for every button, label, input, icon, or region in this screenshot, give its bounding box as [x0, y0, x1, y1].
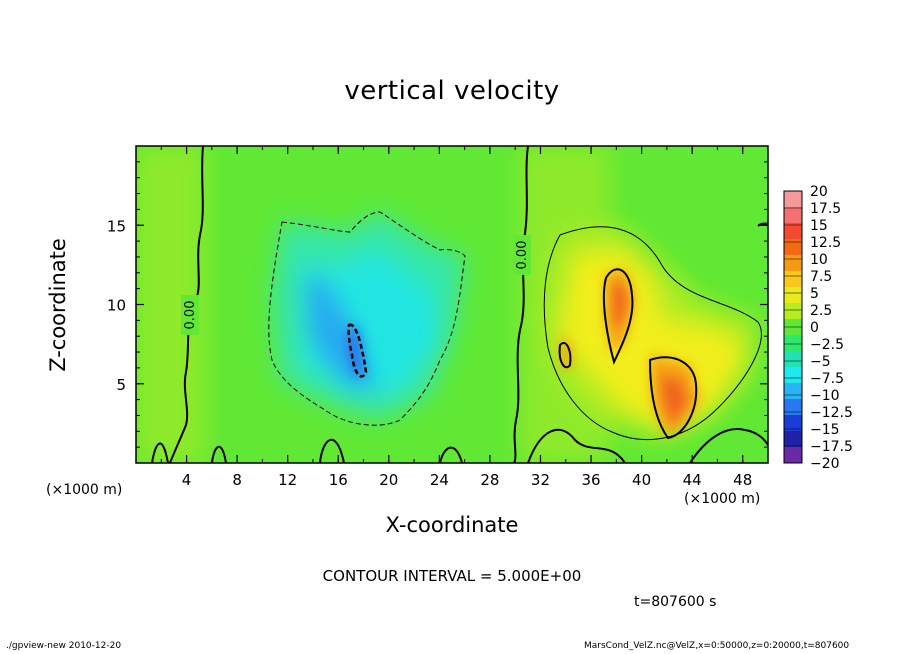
- zero-contour-small: [151, 442, 169, 463]
- contour-10-left: [558, 342, 572, 369]
- colorbar-cell: [784, 351, 802, 368]
- contour-label-bg: [181, 295, 199, 335]
- time-label: t=807600 s: [634, 594, 717, 610]
- y-tick-label: 15: [107, 217, 126, 235]
- zero-contour-small: [211, 445, 227, 463]
- x-tick-label: 28: [480, 471, 499, 489]
- colorbar-cell: [784, 335, 802, 352]
- x-tick-label: 16: [329, 471, 348, 489]
- x-tick-label: 36: [581, 471, 600, 489]
- colorbar-label: 5: [810, 286, 819, 302]
- x-tick-label: 8: [232, 471, 242, 489]
- colorbar-cell: [784, 431, 802, 448]
- footer-left: ./gpview-new 2010-12-20: [6, 641, 122, 651]
- colorbar: 2017.51512.5107.552.50−2.5−5−7.5−10−12.5…: [783, 184, 853, 472]
- zero-contour-small: [319, 438, 345, 463]
- x-tick-label: 40: [632, 471, 651, 489]
- x-axis-label: X-coordinate: [385, 513, 519, 537]
- contour-label-bg: [513, 235, 531, 275]
- contour-10-upper: [602, 268, 634, 365]
- colorbar-label: −20: [810, 456, 840, 472]
- x-tick-label: 44: [683, 471, 702, 489]
- y-axis: 5 10 15: [107, 161, 768, 448]
- y-axis-label: Z-coordinate: [46, 238, 70, 372]
- contour-layer: [151, 146, 768, 463]
- colorbar-label: −10: [810, 388, 840, 404]
- colorbar-cell: [784, 191, 802, 208]
- colorbar-cell: [784, 383, 802, 400]
- contour-label: 0.00: [183, 301, 198, 330]
- x-tick-label: 12: [278, 471, 297, 489]
- zero-contour-lower: [527, 428, 626, 463]
- colorbar-label: 20: [810, 184, 828, 200]
- y-tick-label: 10: [107, 297, 126, 315]
- contour-10-lower: [648, 356, 698, 440]
- field-region: [660, 375, 688, 425]
- colorbar-cell: [784, 303, 802, 320]
- zero-contour-middle: [513, 146, 529, 463]
- colorbar-label: −5: [810, 354, 831, 370]
- footer-right: MarsCond_VelZ.nc@VelZ,x=0:50000,z=0:2000…: [584, 641, 850, 651]
- colorbar-label: 17.5: [810, 201, 841, 217]
- z-unit-label: (×1000 m): [46, 482, 123, 498]
- x-tick-label: 32: [531, 471, 550, 489]
- field-region: [612, 282, 628, 330]
- chart-title: vertical velocity: [344, 76, 560, 106]
- colorbar-cell: [784, 367, 802, 384]
- colorbar-label: −17.5: [810, 439, 853, 455]
- x-unit-label: (×1000 m): [684, 491, 761, 507]
- colorbar-label: −7.5: [810, 371, 844, 387]
- colorbar-cell: [784, 447, 802, 464]
- colorbar-label: 0: [810, 320, 819, 336]
- colorbar-cell: [784, 223, 802, 240]
- colorbar-label: 7.5: [810, 269, 832, 285]
- colorbar-cell: [784, 287, 802, 304]
- field-region: [348, 325, 364, 378]
- zero-contour-lower: [689, 428, 768, 463]
- y-tick-label: 5: [116, 376, 126, 394]
- contour-5: [543, 226, 762, 441]
- contour-label: 0.00: [515, 241, 530, 270]
- contour-neg5: [268, 211, 466, 426]
- colorbar-cell: [784, 239, 802, 256]
- x-tick-label: 48: [733, 471, 752, 489]
- contour-neg10: [347, 323, 368, 378]
- colorbar-label: −12.5: [810, 405, 853, 421]
- x-tick-label: 4: [182, 471, 192, 489]
- contour-labels: 0.00 0.00: [181, 235, 531, 335]
- field-layer: [136, 146, 768, 463]
- contour-interval-label: CONTOUR INTERVAL = 5.000E+00: [322, 567, 582, 585]
- colorbar-cell: [784, 399, 802, 416]
- colorbar-label: −2.5: [810, 337, 844, 353]
- colorbar-label: 12.5: [810, 235, 841, 251]
- colorbar-label: 2.5: [810, 303, 832, 319]
- colorbar-cell: [784, 207, 802, 224]
- colorbar-cell: [784, 415, 802, 432]
- x-tick-label: 24: [430, 471, 449, 489]
- colorbar-label: 10: [810, 252, 828, 268]
- colorbar-label: 15: [810, 218, 828, 234]
- x-axis: 4 8 12 16 20 24 28 32 36 40 44 48: [160, 146, 752, 489]
- zero-contour-small: [439, 446, 463, 463]
- colorbar-cell: [784, 271, 802, 288]
- colorbar-cell: [784, 255, 802, 272]
- colorbar-label: −15: [810, 422, 840, 438]
- x-tick-label: 20: [379, 471, 398, 489]
